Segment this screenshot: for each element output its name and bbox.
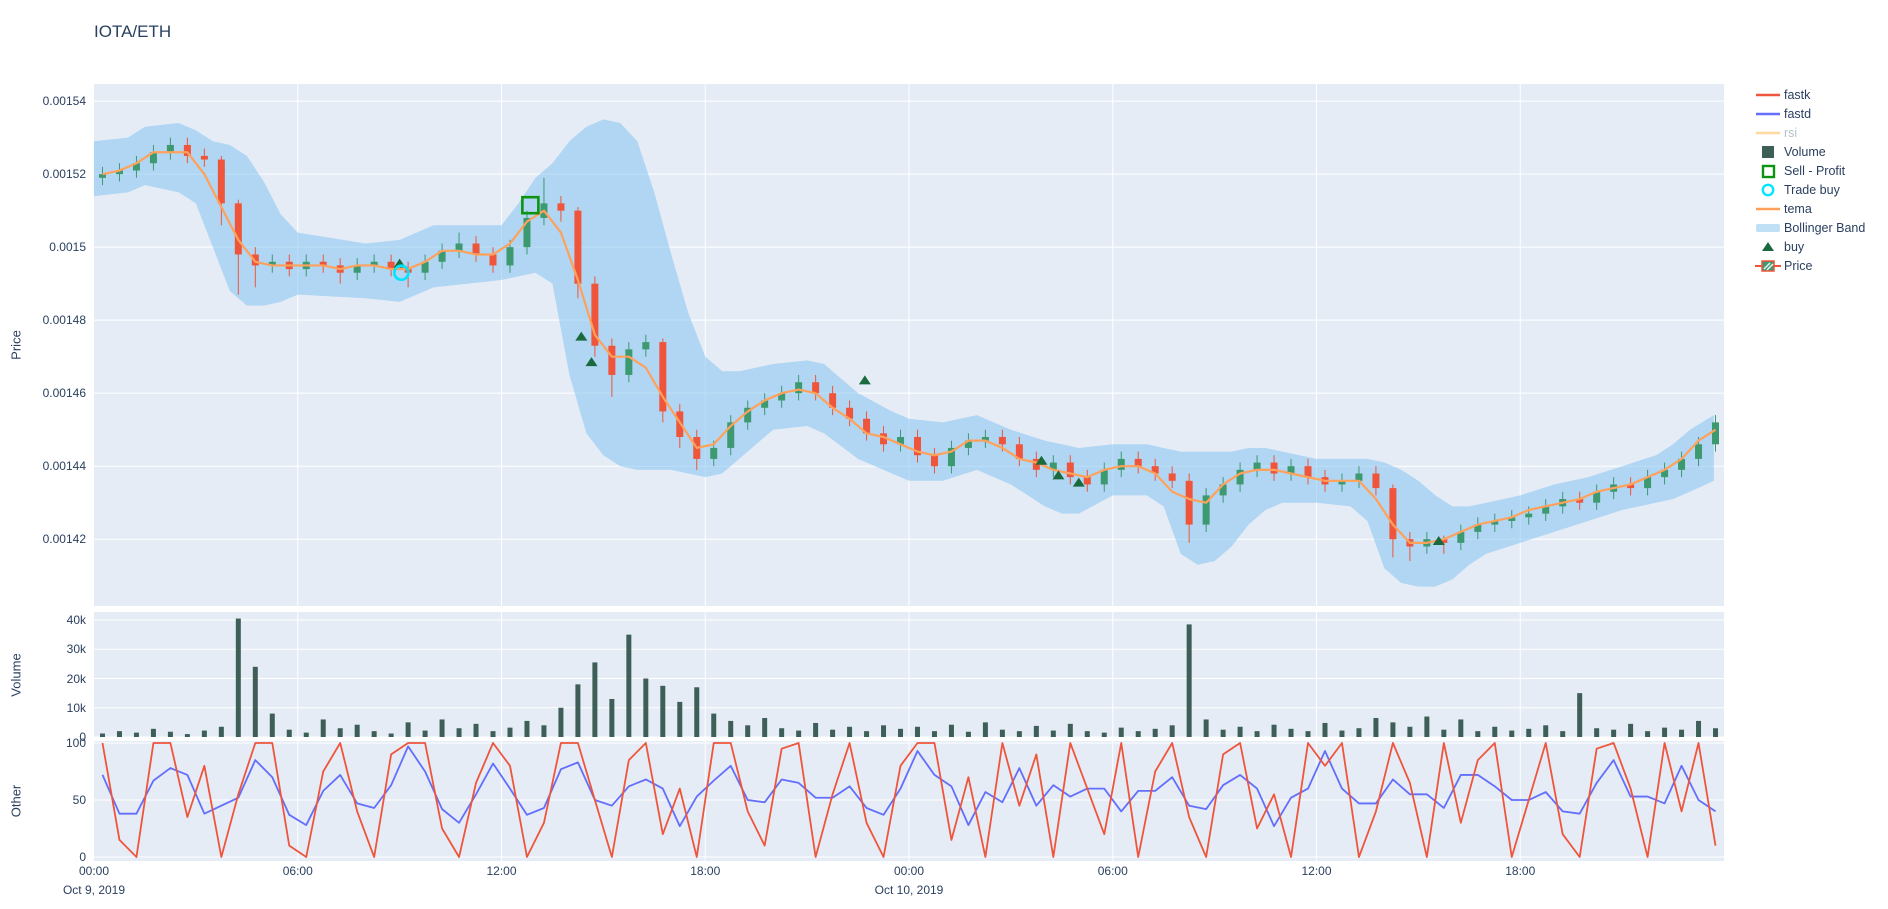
legend-item-bollinger-band[interactable]: Bollinger Band xyxy=(1752,218,1886,237)
legend-item-buy[interactable]: buy xyxy=(1752,237,1886,256)
price-panel[interactable] xyxy=(94,84,1724,606)
buy-marker-icon xyxy=(585,357,598,367)
x-tick: 06:00 xyxy=(1097,864,1128,878)
y-tick-price: 0.00146 xyxy=(42,386,86,401)
fastk-line-icon xyxy=(1752,87,1784,103)
y-axis-title-volume: Volume xyxy=(8,652,24,697)
rsi-line-icon xyxy=(1752,125,1784,141)
x-tick: 06:00 xyxy=(282,864,313,878)
volume-panel[interactable] xyxy=(94,612,1724,737)
legend-item-price[interactable]: Price xyxy=(1752,256,1886,275)
y-tick-other: 100 xyxy=(65,735,86,750)
x-tick: 00:00 xyxy=(78,864,110,878)
legend-item-label: Bollinger Band xyxy=(1784,220,1866,235)
x-tick: 12:00 xyxy=(1301,864,1332,878)
y-tick-price: 0.00142 xyxy=(42,532,86,547)
trade-buy-marker-icon xyxy=(393,264,410,282)
y-tick-volume: 20k xyxy=(66,671,86,686)
legend-item-label: fastd xyxy=(1784,106,1812,121)
fastd-line xyxy=(101,745,1717,828)
x-tick: 18:00 xyxy=(1505,864,1536,878)
legend-item-fastd[interactable]: fastd xyxy=(1752,104,1886,123)
y-tick-price: 0.00144 xyxy=(42,459,86,474)
legend-item-sell-profit[interactable]: Sell - Profit xyxy=(1752,161,1886,180)
y-tick-volume: 40k xyxy=(66,613,86,627)
y-axis-title-other: Other xyxy=(8,784,24,818)
legend: fastk fastd rsi Volume Sell - Profit Trade bu… xyxy=(1752,85,1886,275)
y-tick-volume: 10k xyxy=(66,700,86,715)
x-tick-date: Oct 10, 2019 xyxy=(874,883,944,897)
legend-item-label: rsi xyxy=(1784,125,1798,140)
fastk-line xyxy=(101,742,1717,858)
legend-item-label: fastk xyxy=(1784,87,1811,102)
y-tick-other: 50 xyxy=(72,793,86,807)
buy-marker-icon xyxy=(1432,536,1445,546)
buy-triangle-icon xyxy=(1752,239,1784,255)
legend-item-tema[interactable]: tema xyxy=(1752,199,1886,218)
bollinger-band-band-icon xyxy=(1752,220,1784,236)
tema-line xyxy=(102,151,1717,544)
legend-item-label: tema xyxy=(1784,201,1812,216)
x-tick-date: Oct 9, 2019 xyxy=(62,883,126,897)
x-tick: 00:00 xyxy=(893,864,925,878)
y-tick-other: 0 xyxy=(79,850,86,864)
legend-item-fastk[interactable]: fastk xyxy=(1752,85,1886,104)
buy-marker-icon xyxy=(1052,470,1065,480)
legend-item-trade-buy[interactable]: Trade buy xyxy=(1752,180,1886,199)
legend-item-label: Trade buy xyxy=(1784,182,1840,197)
legend-item-label: Volume xyxy=(1784,144,1826,159)
y-tick-volume: 30k xyxy=(66,642,86,657)
legend-item-volume[interactable]: Volume xyxy=(1752,142,1886,161)
volume-square-icon xyxy=(1752,144,1784,160)
price-candlestick-icon xyxy=(1752,258,1784,274)
tema-line-icon xyxy=(1752,201,1784,217)
y-tick-price: 0.00148 xyxy=(42,313,86,328)
trade-buy-circle-icon xyxy=(1752,182,1784,198)
x-tick: 18:00 xyxy=(690,864,721,878)
x-tick: 12:00 xyxy=(486,864,517,878)
y-tick-price: 0.00154 xyxy=(42,94,86,109)
fastd-line-icon xyxy=(1752,106,1784,122)
legend-item-label: Sell - Profit xyxy=(1784,163,1846,178)
sell-profit-square-icon xyxy=(1752,163,1784,179)
chart-title: IOTA/ETH xyxy=(94,22,172,41)
buy-marker-icon xyxy=(575,331,588,341)
y-tick-price: 0.00152 xyxy=(42,167,86,182)
legend-item-label: Price xyxy=(1784,258,1813,273)
y-tick-price: 0.0015 xyxy=(49,240,86,255)
legend-item-label: buy xyxy=(1784,239,1805,254)
buy-marker-icon xyxy=(1072,477,1085,487)
oscillator-panel[interactable] xyxy=(94,741,1724,861)
buy-marker-icon xyxy=(1035,455,1048,465)
y-axis-title-price: Price xyxy=(8,330,24,360)
y-tick-volume: 0 xyxy=(79,730,86,744)
legend-item-rsi[interactable]: rsi xyxy=(1752,123,1886,142)
sell-profit-marker-icon xyxy=(521,195,540,215)
buy-marker-icon xyxy=(858,375,871,385)
